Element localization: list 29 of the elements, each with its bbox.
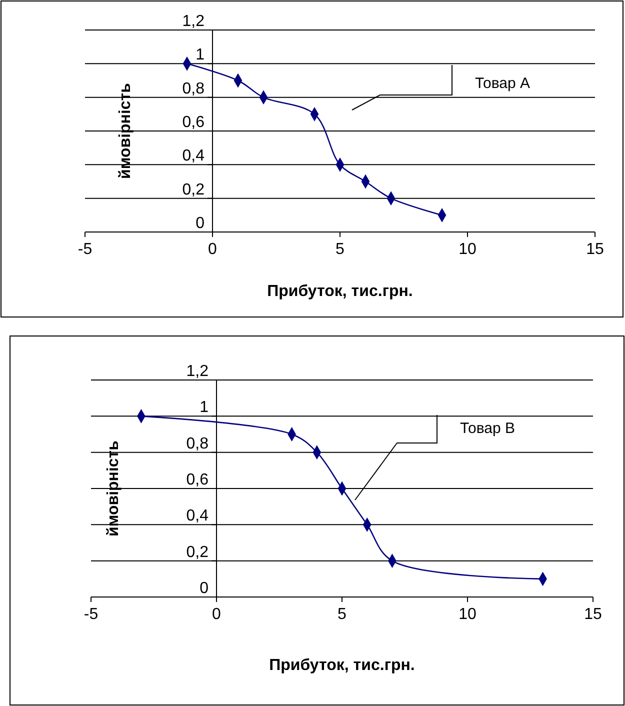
y-tick-label: 0,8 (182, 80, 205, 98)
y-tick-label: 0 (196, 215, 205, 232)
y-axis-title: ймовірність (105, 440, 122, 536)
x-tick-label: -5 (84, 606, 98, 623)
annotation: Товар В (460, 420, 515, 437)
y-tick-label: 0,8 (186, 435, 209, 452)
x-axis-title: Прибуток, тис.грн. (269, 657, 415, 674)
x-axis-title: Прибуток, тис.грн. (267, 283, 413, 300)
x-tick-label: 5 (338, 606, 347, 623)
x-tick-label: -5 (78, 241, 92, 258)
y-axis-title: ймовірність (117, 82, 134, 179)
x-tick-label: 15 (586, 241, 604, 258)
y-tick-label: 0 (200, 580, 209, 597)
y-tick-label: 1 (200, 399, 209, 416)
y-tick-label: 1 (196, 46, 205, 64)
x-tick-label: 10 (458, 241, 476, 258)
y-tick-label: 0,4 (182, 148, 205, 165)
y-tick-label: 0,2 (186, 544, 209, 561)
y-tick-label: 0,2 (182, 181, 205, 198)
y-tick-label: 0,4 (186, 508, 209, 525)
x-tick-label: 15 (584, 606, 602, 623)
y-tick-label: 0,6 (182, 114, 205, 131)
x-tick-label: 5 (336, 241, 345, 258)
x-tick-label: 0 (212, 606, 222, 623)
y-tick-label: 1,2 (182, 13, 205, 30)
annotation: Товар А (475, 75, 530, 92)
y-tick-label: 0,6 (186, 472, 209, 488)
y-tick-label: 1,2 (186, 363, 209, 380)
x-tick-label: 10 (458, 606, 476, 623)
